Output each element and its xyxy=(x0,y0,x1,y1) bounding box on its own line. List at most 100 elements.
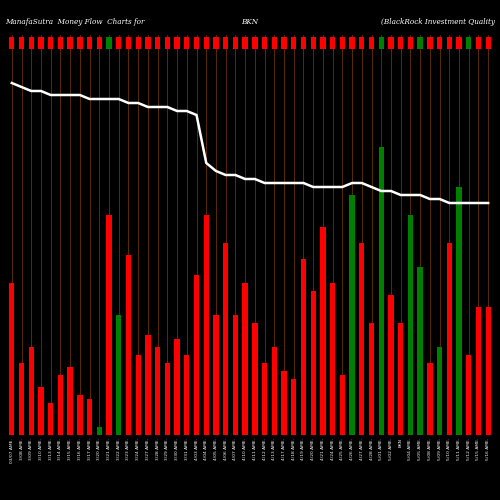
Bar xyxy=(340,37,345,49)
Bar xyxy=(28,347,34,435)
Bar xyxy=(145,335,150,435)
Bar xyxy=(427,37,432,49)
Bar xyxy=(378,37,384,49)
Bar xyxy=(136,355,141,435)
Bar xyxy=(320,227,326,435)
Bar xyxy=(126,255,131,435)
Bar xyxy=(262,37,268,49)
Text: ManafaSutra  Money Flow  Charts for: ManafaSutra Money Flow Charts for xyxy=(5,18,144,25)
Text: (BlackRock Investment Quality: (BlackRock Investment Quality xyxy=(381,18,495,25)
Bar xyxy=(291,37,296,49)
Bar xyxy=(466,37,471,49)
Bar xyxy=(340,375,345,435)
Bar xyxy=(388,295,394,435)
Bar xyxy=(437,37,442,49)
Bar xyxy=(408,37,413,49)
Bar xyxy=(330,283,336,435)
Bar xyxy=(282,37,286,49)
Bar xyxy=(320,37,326,49)
Bar xyxy=(301,37,306,49)
Bar xyxy=(68,367,73,435)
Bar xyxy=(446,37,452,49)
Bar xyxy=(291,379,296,435)
Bar xyxy=(476,307,481,435)
Bar xyxy=(359,37,364,49)
Bar xyxy=(174,339,180,435)
Bar xyxy=(58,375,63,435)
Bar xyxy=(38,37,44,49)
Bar xyxy=(282,371,286,435)
Bar xyxy=(456,37,462,49)
Bar xyxy=(87,399,92,435)
Bar xyxy=(174,37,180,49)
Bar xyxy=(232,315,238,435)
Bar xyxy=(126,37,131,49)
Bar xyxy=(164,37,170,49)
Bar xyxy=(87,37,92,49)
Bar xyxy=(369,323,374,435)
Bar xyxy=(106,215,112,435)
Bar xyxy=(369,37,374,49)
Bar xyxy=(223,243,228,435)
Bar xyxy=(398,37,404,49)
Bar xyxy=(77,395,82,435)
Bar xyxy=(330,37,336,49)
Bar xyxy=(155,37,160,49)
Bar xyxy=(301,259,306,435)
Bar xyxy=(48,403,54,435)
Bar xyxy=(232,37,238,49)
Bar xyxy=(418,37,423,49)
Bar xyxy=(262,363,268,435)
Bar xyxy=(204,215,209,435)
Bar xyxy=(242,37,248,49)
Bar xyxy=(136,37,141,49)
Bar xyxy=(184,355,190,435)
Bar xyxy=(310,37,316,49)
Bar xyxy=(466,355,471,435)
Bar xyxy=(350,195,355,435)
Bar xyxy=(359,243,364,435)
Bar xyxy=(398,323,404,435)
Bar xyxy=(96,427,102,435)
Bar xyxy=(310,291,316,435)
Text: BKN: BKN xyxy=(242,18,258,25)
Bar xyxy=(58,37,63,49)
Bar xyxy=(184,37,190,49)
Bar xyxy=(252,323,258,435)
Bar xyxy=(486,37,491,49)
Bar xyxy=(427,363,432,435)
Bar xyxy=(145,37,150,49)
Bar xyxy=(204,37,209,49)
Bar xyxy=(456,187,462,435)
Bar xyxy=(48,37,54,49)
Bar xyxy=(38,387,44,435)
Bar xyxy=(28,37,34,49)
Bar xyxy=(19,37,24,49)
Bar xyxy=(446,243,452,435)
Bar xyxy=(252,37,258,49)
Bar xyxy=(486,307,491,435)
Bar xyxy=(418,267,423,435)
Bar xyxy=(378,147,384,435)
Bar xyxy=(9,37,15,49)
Bar xyxy=(388,37,394,49)
Bar xyxy=(164,363,170,435)
Bar xyxy=(194,37,199,49)
Bar xyxy=(272,37,277,49)
Bar xyxy=(155,347,160,435)
Bar xyxy=(214,37,218,49)
Bar xyxy=(437,347,442,435)
Bar xyxy=(116,315,121,435)
Bar xyxy=(408,215,413,435)
Bar xyxy=(68,37,73,49)
Bar xyxy=(96,37,102,49)
Bar xyxy=(19,363,24,435)
Bar xyxy=(214,315,218,435)
Bar xyxy=(476,37,481,49)
Bar xyxy=(77,37,82,49)
Bar xyxy=(106,37,112,49)
Bar xyxy=(194,275,199,435)
Bar xyxy=(242,283,248,435)
Bar xyxy=(116,37,121,49)
Bar xyxy=(223,37,228,49)
